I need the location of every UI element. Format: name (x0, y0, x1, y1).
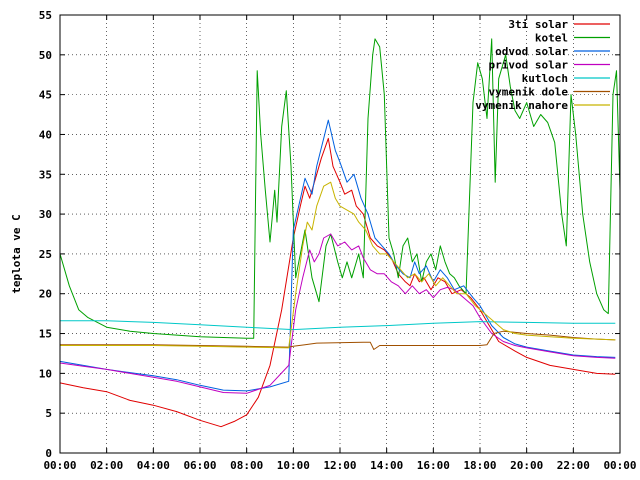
y-tick-label: 25 (39, 248, 52, 261)
legend-label: odvod solar (495, 45, 568, 58)
y-tick-label: 15 (39, 328, 52, 341)
y-tick-label: 45 (39, 89, 52, 102)
legend-label: kutloch (522, 72, 568, 85)
y-tick-label: 20 (39, 288, 52, 301)
x-tick-label: 00:00 (43, 459, 76, 472)
series-line-4 (60, 320, 616, 331)
grid-lines (60, 15, 620, 453)
series-line-2 (59, 119, 616, 392)
series-line-3 (59, 233, 616, 394)
legend-label: vymenik nahore (475, 99, 568, 112)
series-line-6 (60, 181, 616, 349)
x-tick-label: 00:00 (603, 459, 636, 472)
y-axis-label: teplota ve C (10, 214, 23, 293)
x-tick-label: 10:00 (277, 459, 310, 472)
x-tick-label: 16:00 (417, 459, 450, 472)
y-tick-label: 55 (39, 9, 52, 22)
series-line-0 (59, 137, 616, 428)
y-tick-label: 10 (39, 367, 52, 380)
axis-ticks: 0 5 10 15 20 25 30 35 40 45 50 55 00:00 02:00 04:00 06:… (39, 9, 637, 472)
legend-label: privod solar (489, 59, 569, 72)
series-line-1 (59, 38, 621, 339)
x-tick-label: 12:00 (323, 459, 356, 472)
x-tick-label: 04:00 (137, 459, 170, 472)
y-tick-label: 40 (39, 128, 52, 141)
x-tick-label: 02:00 (90, 459, 123, 472)
x-tick-label: 20:00 (510, 459, 543, 472)
x-tick-label: 08:00 (230, 459, 263, 472)
y-tick-label: 0 (45, 447, 52, 460)
x-tick-label: 06:00 (183, 459, 216, 472)
x-tick-label: 22:00 (557, 459, 590, 472)
y-tick-label: 30 (39, 208, 52, 221)
legend-label: vymenik dole (489, 86, 569, 99)
y-tick-label: 35 (39, 168, 52, 181)
y-tick-label: 50 (39, 49, 52, 62)
x-tick-label: 14:00 (370, 459, 403, 472)
y-tick-label: 5 (45, 407, 52, 420)
legend-label: 3ti solar (508, 18, 568, 31)
series-lines (59, 38, 621, 428)
series-line-5 (60, 330, 616, 350)
x-tick-label: 18:00 (463, 459, 496, 472)
legend-label: kotel (535, 32, 568, 45)
